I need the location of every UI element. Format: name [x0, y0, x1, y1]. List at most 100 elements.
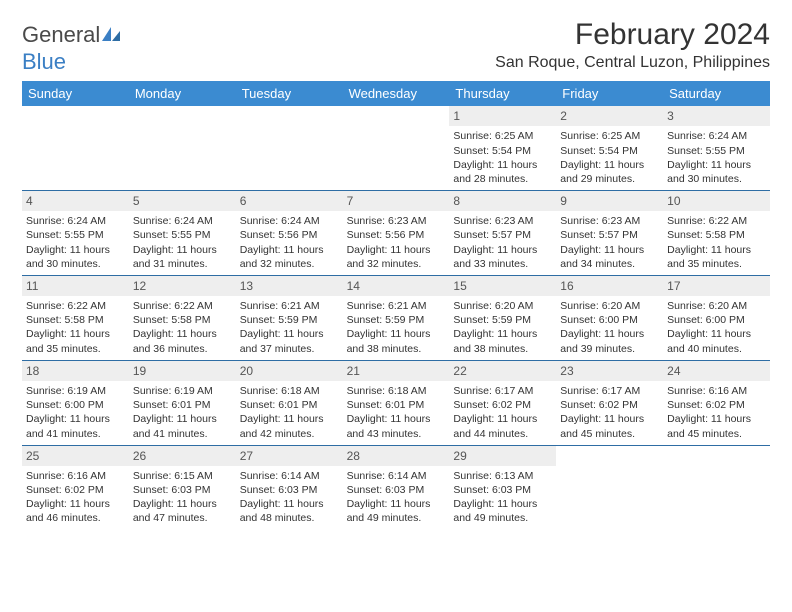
- date-number: 1: [449, 106, 556, 126]
- date-number: 25: [22, 446, 129, 466]
- day-cell: 3 Sunrise: 6:24 AMSunset: 5:55 PMDaylight…: [663, 106, 770, 190]
- sun-info-line: and 33 minutes.: [453, 257, 552, 271]
- sun-info-line: and 30 minutes.: [26, 257, 125, 271]
- sun-info-line: Sunset: 6:03 PM: [347, 483, 446, 497]
- sun-info-line: Daylight: 11 hours: [453, 158, 552, 172]
- date-number: 4: [22, 191, 129, 211]
- sun-info-line: Sunrise: 6:16 AM: [667, 384, 766, 398]
- sun-info-line: Daylight: 11 hours: [667, 243, 766, 257]
- day-cell: 17Sunrise: 6:20 AMSunset: 6:00 PMDayligh…: [663, 276, 770, 360]
- date-number: 21: [343, 361, 450, 381]
- sun-info-line: and 35 minutes.: [26, 342, 125, 356]
- day-cell: [22, 106, 129, 190]
- date-number: 26: [129, 446, 236, 466]
- sun-info-line: Daylight: 11 hours: [667, 158, 766, 172]
- sun-info-line: Sunset: 6:02 PM: [667, 398, 766, 412]
- day-label-thursday: Thursday: [449, 81, 556, 106]
- sun-info-line: and 48 minutes.: [240, 511, 339, 525]
- day-cell: 18Sunrise: 6:19 AMSunset: 6:00 PMDayligh…: [22, 361, 129, 445]
- sun-info-line: Sunset: 6:00 PM: [560, 313, 659, 327]
- sun-info-line: Sunrise: 6:17 AM: [453, 384, 552, 398]
- day-header-row: Sunday Monday Tuesday Wednesday Thursday…: [22, 81, 770, 106]
- sun-info-line: Sunset: 5:54 PM: [560, 144, 659, 158]
- date-number: 15: [449, 276, 556, 296]
- sun-info-line: Sunset: 6:03 PM: [453, 483, 552, 497]
- day-label-saturday: Saturday: [663, 81, 770, 106]
- weeks-container: 1 Sunrise: 6:25 AM Sunset: 5:54 PM Daylight…: [22, 106, 770, 529]
- date-number: 2: [556, 106, 663, 126]
- location: San Roque, Central Luzon, Philippines: [495, 54, 770, 72]
- day-cell: 20Sunrise: 6:18 AMSunset: 6:01 PMDayligh…: [236, 361, 343, 445]
- sun-info-line: and 32 minutes.: [240, 257, 339, 271]
- date-number: 22: [449, 361, 556, 381]
- sun-info-line: Sunrise: 6:20 AM: [453, 299, 552, 313]
- header: GeneralBlue February 2024 San Roque, Cen…: [22, 18, 770, 75]
- date-number: 7: [343, 191, 450, 211]
- sun-info-line: Sunset: 6:01 PM: [347, 398, 446, 412]
- sun-info-line: Sunset: 5:59 PM: [347, 313, 446, 327]
- sun-info-line: Sunrise: 6:18 AM: [240, 384, 339, 398]
- sun-info-line: Sunset: 5:58 PM: [133, 313, 232, 327]
- date-number: 3: [663, 106, 770, 126]
- sun-info-line: Sunset: 6:02 PM: [26, 483, 125, 497]
- month-title: February 2024: [495, 18, 770, 52]
- sun-info-line: and 38 minutes.: [453, 342, 552, 356]
- sun-info-line: Sunrise: 6:22 AM: [133, 299, 232, 313]
- day-cell: 10Sunrise: 6:22 AMSunset: 5:58 PMDayligh…: [663, 191, 770, 275]
- day-label-friday: Friday: [556, 81, 663, 106]
- day-label-sunday: Sunday: [22, 81, 129, 106]
- sun-info-line: Sunset: 6:02 PM: [453, 398, 552, 412]
- calendar: Sunday Monday Tuesday Wednesday Thursday…: [22, 81, 770, 529]
- day-cell: 2Sunrise: 6:25 AMSunset: 5:54 PMDaylight…: [556, 106, 663, 190]
- date-number: 8: [449, 191, 556, 211]
- sun-info-line: Daylight: 11 hours: [347, 497, 446, 511]
- date-number: 28: [343, 446, 450, 466]
- logo-text: GeneralBlue: [22, 22, 122, 75]
- sun-info-line: Sunrise: 6:24 AM: [26, 214, 125, 228]
- date-number: 29: [449, 446, 556, 466]
- sun-info-line: Daylight: 11 hours: [347, 327, 446, 341]
- week-row: 1 Sunrise: 6:25 AM Sunset: 5:54 PM Daylight…: [22, 106, 770, 191]
- sun-info-line: Sunset: 6:00 PM: [667, 313, 766, 327]
- sun-info-line: Sunset: 5:58 PM: [667, 228, 766, 242]
- day-cell: 7Sunrise: 6:23 AMSunset: 5:56 PMDaylight…: [343, 191, 450, 275]
- sun-info-line: and 36 minutes.: [133, 342, 232, 356]
- day-cell: 21 Sunrise: 6:18 AMSunset: 6:01 PMDayligh…: [343, 361, 450, 445]
- sun-info-line: Sunrise: 6:25 AM: [453, 129, 552, 143]
- date-number: 20: [236, 361, 343, 381]
- sun-info-line: Daylight: 11 hours: [26, 412, 125, 426]
- sun-info-line: Daylight: 11 hours: [347, 412, 446, 426]
- sun-info-line: Sunset: 5:59 PM: [453, 313, 552, 327]
- sun-info-line: Sunrise: 6:14 AM: [240, 469, 339, 483]
- sun-info-line: Sunrise: 6:22 AM: [667, 214, 766, 228]
- date-number: 14: [343, 276, 450, 296]
- sun-info-line: Daylight: 11 hours: [667, 327, 766, 341]
- week-row: 18Sunrise: 6:19 AMSunset: 6:00 PMDayligh…: [22, 361, 770, 446]
- date-number: 18: [22, 361, 129, 381]
- day-cell: 22Sunrise: 6:17 AMSunset: 6:02 PMDayligh…: [449, 361, 556, 445]
- sun-info-line: and 38 minutes.: [347, 342, 446, 356]
- sun-info-line: and 31 minutes.: [133, 257, 232, 271]
- sun-info-line: Sunrise: 6:19 AM: [133, 384, 232, 398]
- date-number: 11: [22, 276, 129, 296]
- date-number: 19: [129, 361, 236, 381]
- sun-info-line: Sunrise: 6:23 AM: [560, 214, 659, 228]
- date-number: 16: [556, 276, 663, 296]
- date-number: 13: [236, 276, 343, 296]
- sun-info-line: Sunset: 5:58 PM: [26, 313, 125, 327]
- sun-info-line: and 35 minutes.: [667, 257, 766, 271]
- sun-info-line: Sunset: 5:55 PM: [667, 144, 766, 158]
- date-number: 6: [236, 191, 343, 211]
- sun-info-line: Sunrise: 6:24 AM: [667, 129, 766, 143]
- sun-info-line: and 34 minutes.: [560, 257, 659, 271]
- sun-info-line: and 45 minutes.: [667, 427, 766, 441]
- sun-info-line: Sunrise: 6:16 AM: [26, 469, 125, 483]
- day-cell: 9Sunrise: 6:23 AMSunset: 5:57 PMDaylight…: [556, 191, 663, 275]
- day-cell: 11Sunrise: 6:22 AMSunset: 5:58 PMDayligh…: [22, 276, 129, 360]
- sun-info-line: Daylight: 11 hours: [560, 243, 659, 257]
- sun-info-line: Sunset: 6:03 PM: [240, 483, 339, 497]
- day-cell: 6Sunrise: 6:24 AMSunset: 5:56 PMDaylight…: [236, 191, 343, 275]
- sun-info-line: Sunrise: 6:18 AM: [347, 384, 446, 398]
- sun-info-line: and 40 minutes.: [667, 342, 766, 356]
- sun-info-line: Sunset: 6:02 PM: [560, 398, 659, 412]
